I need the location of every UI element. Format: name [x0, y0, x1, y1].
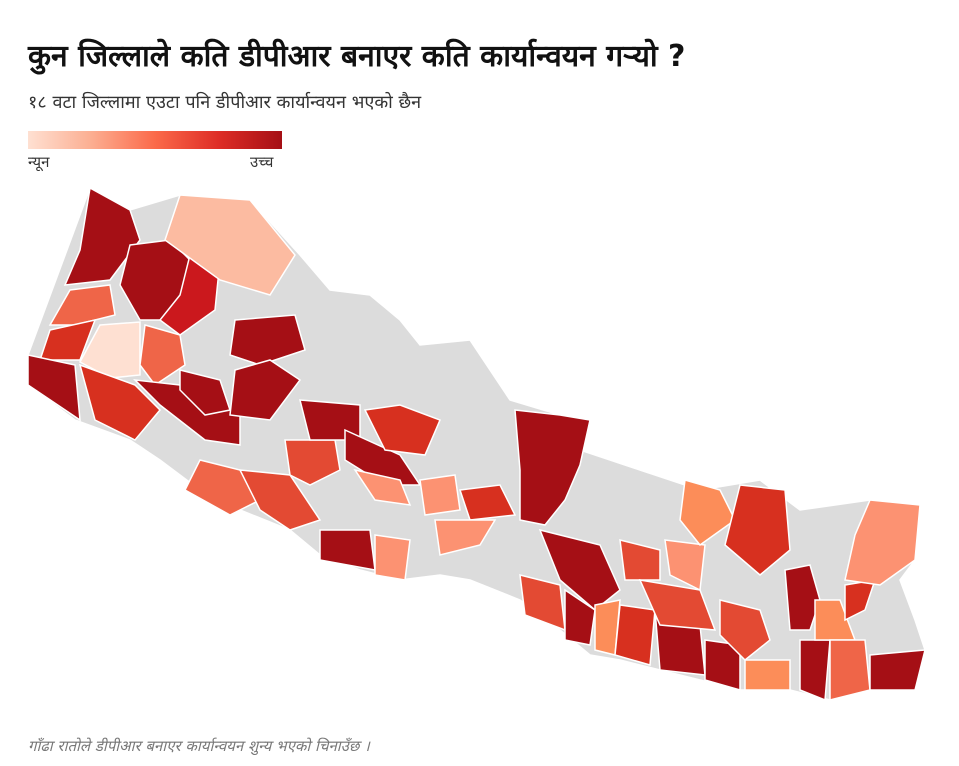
- district: [458, 484, 517, 521]
- legend-low-label: न्यून: [28, 153, 50, 171]
- district: [363, 404, 441, 456]
- district: [319, 529, 376, 571]
- district: [238, 469, 322, 531]
- legend-gradient: [28, 131, 282, 149]
- district: [638, 579, 717, 631]
- district: [679, 479, 736, 547]
- district: [229, 359, 302, 421]
- district: [719, 599, 771, 662]
- district: [164, 194, 296, 296]
- district: [353, 468, 412, 506]
- district: [619, 539, 661, 581]
- district: [63, 186, 141, 286]
- subtitle: १८ वटा जिल्लामा एउटा पनि डीपीआर कार्यान्…: [28, 92, 422, 113]
- district: [27, 354, 81, 422]
- district: [514, 409, 591, 526]
- district: [538, 528, 621, 611]
- title: कुन जिल्लाले कति डीपीआर बनाएर कति कार्या…: [28, 39, 686, 74]
- districts: [27, 186, 926, 702]
- district: [799, 639, 831, 702]
- legend-high-label: उच्च: [250, 153, 274, 171]
- district: [434, 519, 497, 556]
- district: [614, 604, 656, 666]
- district: [844, 499, 921, 586]
- district: [38, 318, 97, 361]
- district: [664, 539, 706, 592]
- district: [179, 369, 231, 416]
- footnote: गाँढा रातोले डीपीआर बनाएर कार्यान्वयन शु…: [28, 737, 370, 755]
- district: [829, 639, 871, 701]
- district: [724, 484, 791, 576]
- district: [419, 474, 461, 516]
- district: [78, 363, 162, 441]
- district: [374, 534, 411, 581]
- district: [869, 649, 926, 691]
- district: [78, 321, 141, 379]
- district: [229, 314, 306, 366]
- district: [564, 588, 596, 646]
- district: [744, 659, 791, 691]
- district: [139, 324, 186, 387]
